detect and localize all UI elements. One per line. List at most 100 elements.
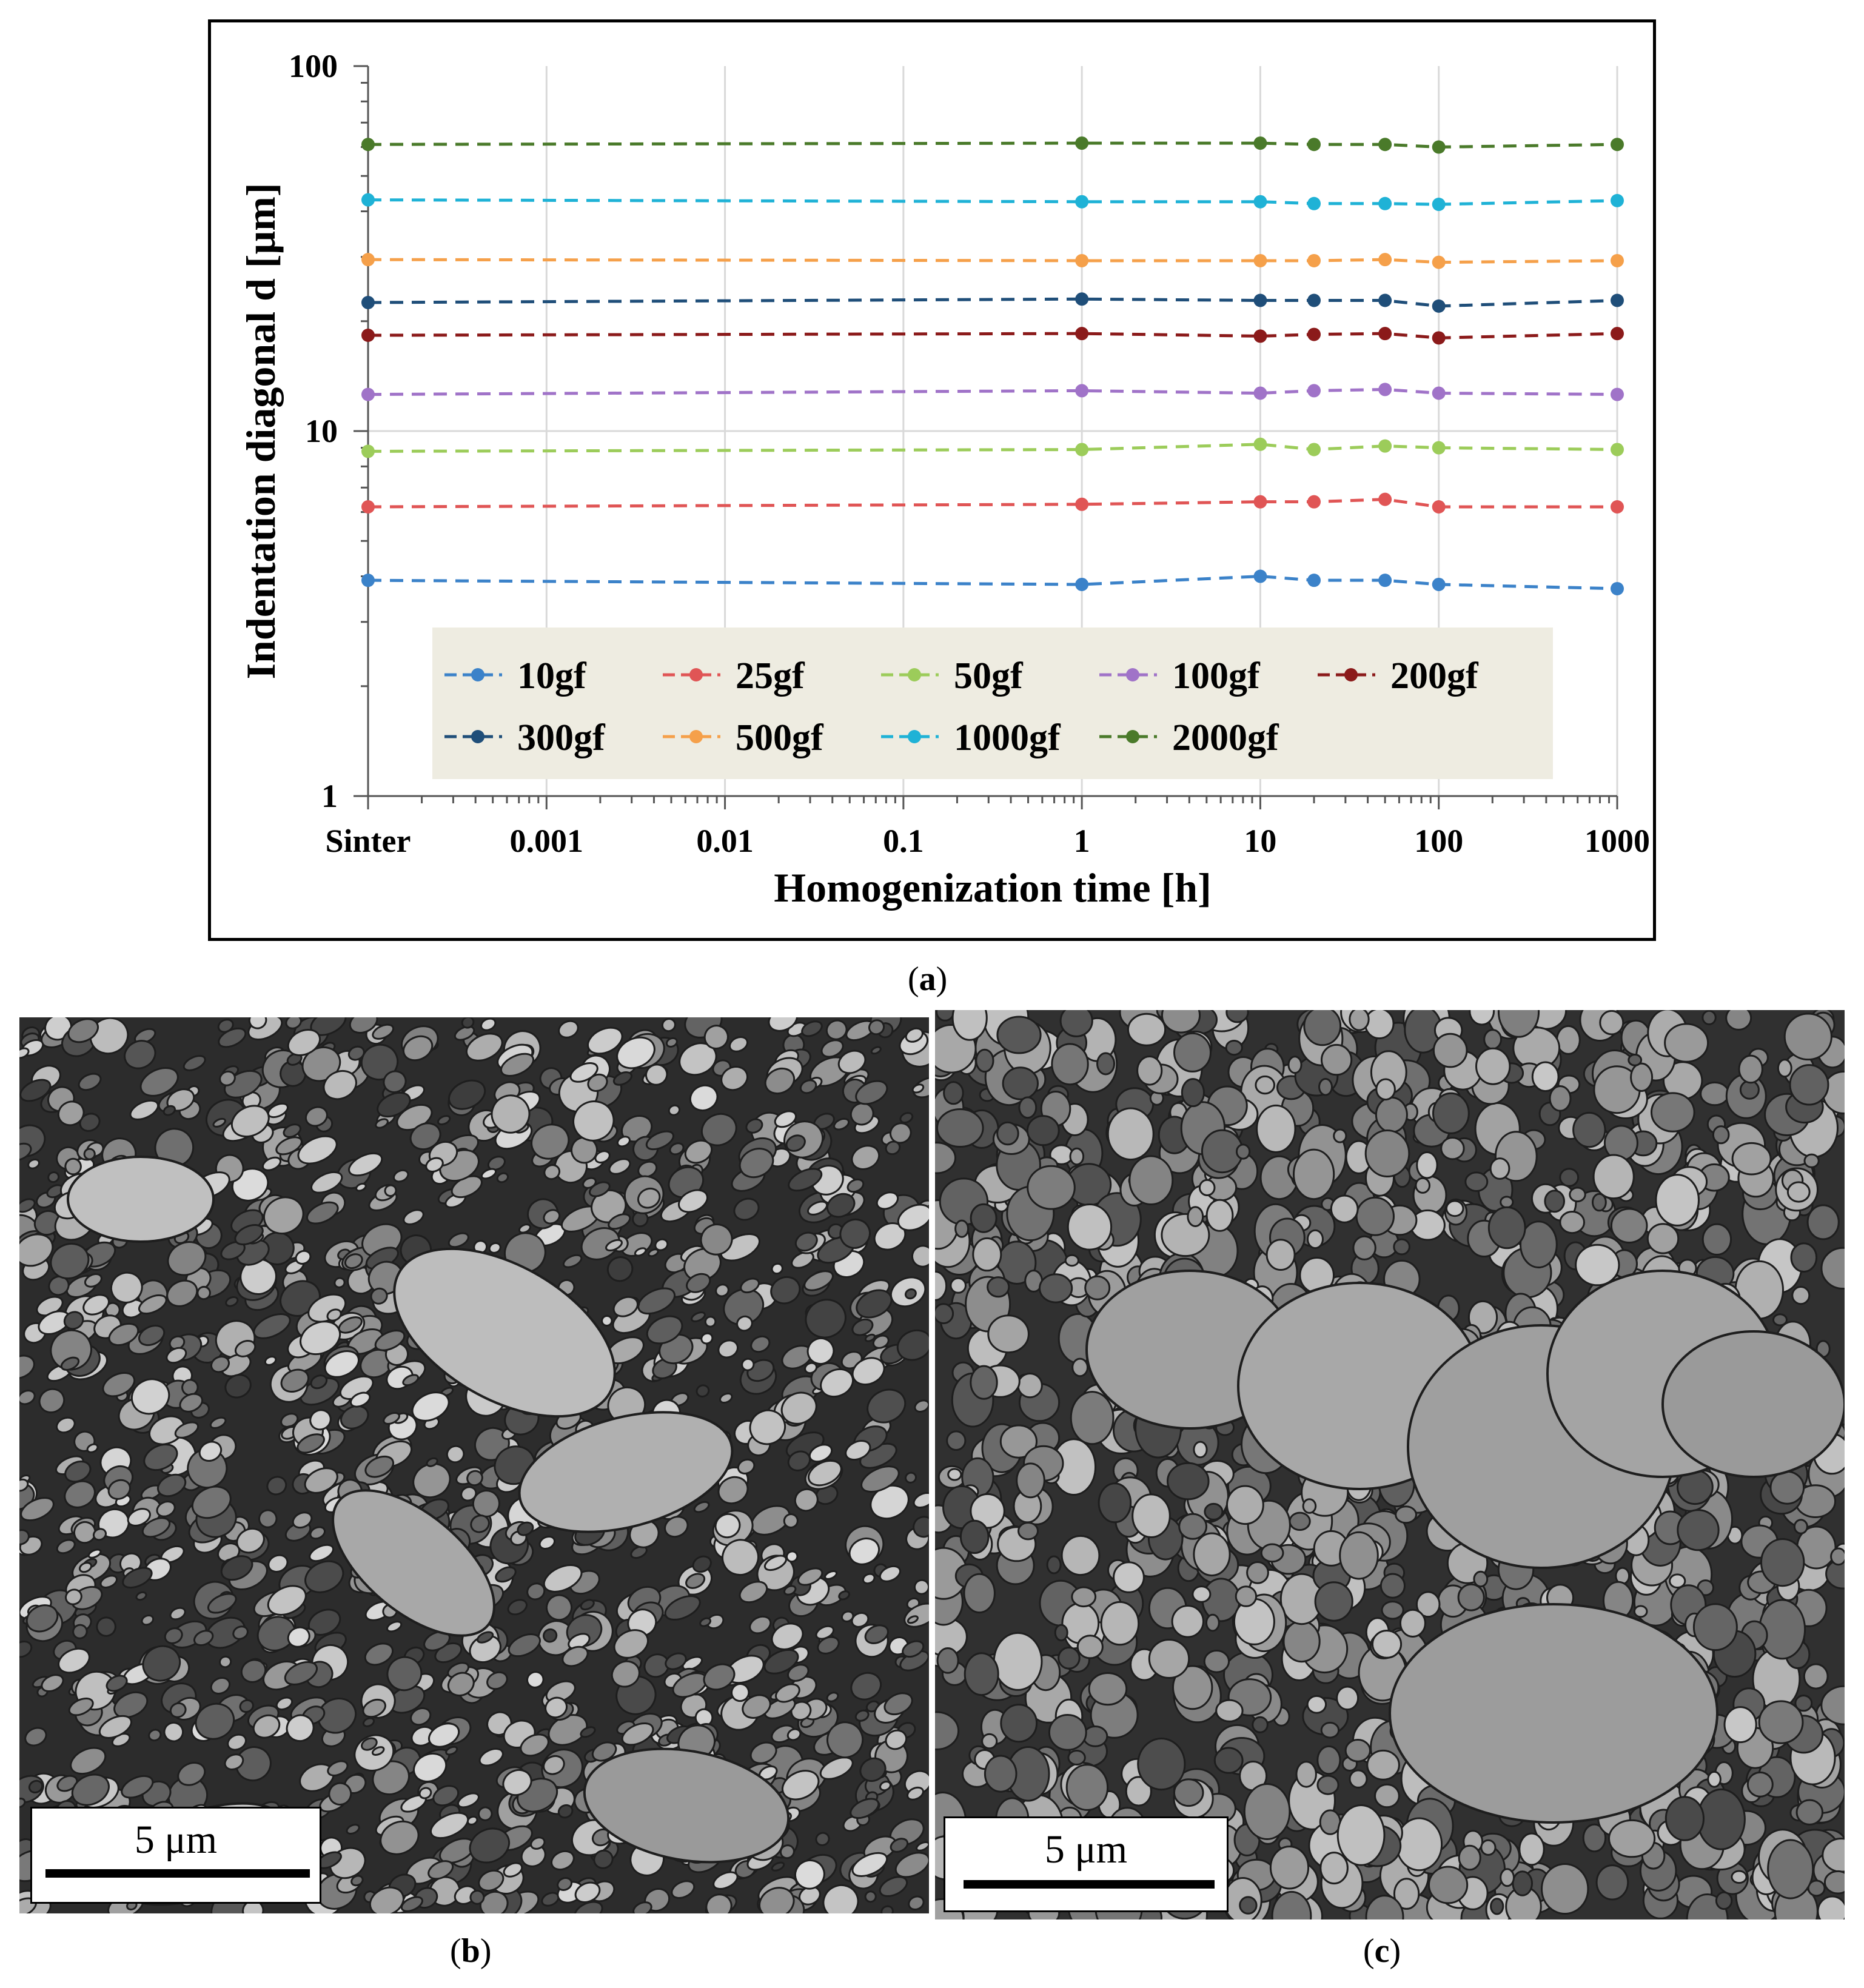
data-point-300gf <box>361 295 375 309</box>
scale-bar-c-line <box>964 1880 1215 1889</box>
data-point-500gf <box>1075 253 1089 267</box>
series-line-300gf <box>367 297 1618 308</box>
y-tick-label: 10 <box>305 413 338 449</box>
data-point-10gf <box>1075 577 1089 591</box>
legend-label-100gf: 100gf <box>1172 655 1261 697</box>
x-tick-label: 0.1 <box>883 823 924 859</box>
data-point-2000gf <box>1432 140 1446 154</box>
data-point-100gf <box>1307 384 1321 398</box>
micrograph-c-texture <box>935 1010 1845 1919</box>
data-point-1000gf <box>1075 195 1089 209</box>
data-point-100gf <box>361 387 375 401</box>
data-point-2000gf <box>1307 138 1321 152</box>
series-line-2000gf <box>367 141 1618 149</box>
caption-c: (c) <box>1363 1932 1401 1970</box>
series-line-10gf <box>367 575 1618 591</box>
data-point-2000gf <box>1378 138 1392 152</box>
data-point-25gf <box>1378 492 1392 506</box>
legend-marker-25gf <box>689 668 703 681</box>
data-point-300gf <box>1378 293 1392 307</box>
x-tick-label: 100 <box>1414 823 1463 859</box>
legend-box <box>432 628 1553 779</box>
indentation-chart: 1 10 100 Sinter 0.001 0.01 0.1 1 10 100 1000 Homoge… <box>238 48 1650 911</box>
data-point-50gf <box>1307 443 1321 457</box>
series-line-500gf <box>367 258 1618 264</box>
micrograph-b: 5 μm <box>19 1017 929 1913</box>
data-point-500gf <box>1307 253 1321 267</box>
legend-label-300gf: 300gf <box>517 717 606 758</box>
data-point-300gf <box>1253 293 1267 307</box>
series-line-100gf <box>367 387 1618 397</box>
caption-a: (a) <box>908 960 948 998</box>
x-tick-label: 0.001 <box>510 823 584 859</box>
data-point-1000gf <box>1253 195 1267 209</box>
data-point-50gf <box>1075 443 1089 457</box>
legend-label-500gf: 500gf <box>736 717 824 758</box>
scale-bar-c: 5 μm <box>944 1816 1229 1912</box>
data-point-200gf <box>1378 327 1392 341</box>
x-tick-label: Sinter <box>326 823 411 859</box>
data-point-25gf <box>1307 495 1321 509</box>
data-point-500gf <box>361 253 375 267</box>
legend-label-200gf: 200gf <box>1390 655 1479 697</box>
data-point-300gf <box>1075 292 1089 306</box>
data-point-1000gf <box>1432 198 1446 212</box>
data-point-1000gf <box>1378 196 1392 210</box>
legend-label-50gf: 50gf <box>954 655 1024 697</box>
data-point-200gf <box>1432 331 1446 345</box>
data-point-1000gf <box>361 193 375 207</box>
x-tick-label: 1 <box>1074 823 1090 859</box>
data-point-10gf <box>1253 569 1267 583</box>
data-point-25gf <box>1075 497 1089 511</box>
data-point-100gf <box>1075 384 1089 398</box>
legend-marker-50gf <box>908 668 921 681</box>
legend-marker-1000gf <box>908 730 921 743</box>
scale-bar-b: 5 μm <box>30 1807 321 1904</box>
data-point-25gf <box>1253 495 1267 509</box>
legend-marker-100gf <box>1126 668 1139 681</box>
legend-label-10gf: 10gf <box>517 655 587 697</box>
legend-marker-300gf <box>471 730 484 743</box>
data-point-200gf <box>1075 327 1089 341</box>
legend-label-25gf: 25gf <box>736 655 805 697</box>
y-tick-label: 100 <box>289 48 338 84</box>
grain-texture <box>935 1010 1845 1919</box>
data-point-500gf <box>1611 253 1624 267</box>
data-point-300gf <box>1432 299 1446 313</box>
data-point-100gf <box>1378 383 1392 397</box>
legend-label-2000gf: 2000gf <box>1172 717 1279 758</box>
x-tick-label: 1000 <box>1584 823 1650 859</box>
grain-texture <box>19 1017 929 1913</box>
series-line-200gf <box>367 332 1618 340</box>
legend-marker-2000gf <box>1126 730 1139 743</box>
x-tick-label: 0.01 <box>696 823 754 859</box>
data-point-50gf <box>1611 443 1624 457</box>
chart-frame: 1 10 100 Sinter 0.001 0.01 0.1 1 10 100 1000 Homoge… <box>208 19 1656 941</box>
legend-label-1000gf: 1000gf <box>954 717 1061 758</box>
data-point-200gf <box>1253 329 1267 343</box>
data-point-100gf <box>1611 387 1624 401</box>
y-axis-title: Indentation diagonal d [μm] <box>238 183 284 680</box>
data-point-200gf <box>1307 327 1321 341</box>
micrograph-b-texture <box>19 1017 929 1913</box>
data-point-25gf <box>1432 500 1446 514</box>
data-point-50gf <box>1253 437 1267 451</box>
data-point-100gf <box>1432 386 1446 400</box>
data-point-1000gf <box>1611 193 1624 207</box>
scale-bar-b-line <box>45 1869 310 1878</box>
series-line-50gf <box>367 443 1618 453</box>
data-point-100gf <box>1253 386 1267 400</box>
data-point-200gf <box>1611 327 1624 341</box>
legend-marker-200gf <box>1344 668 1358 681</box>
y-tick-label: 1 <box>321 778 338 814</box>
data-point-50gf <box>1378 439 1392 453</box>
series-line-1000gf <box>367 198 1618 206</box>
data-point-10gf <box>361 574 375 587</box>
legend-marker-500gf <box>689 730 703 743</box>
caption-b: (b) <box>450 1932 492 1970</box>
data-point-10gf <box>1378 574 1392 587</box>
data-point-25gf <box>1611 500 1624 514</box>
data-point-2000gf <box>361 138 375 152</box>
data-point-200gf <box>361 329 375 343</box>
data-point-25gf <box>361 500 375 514</box>
